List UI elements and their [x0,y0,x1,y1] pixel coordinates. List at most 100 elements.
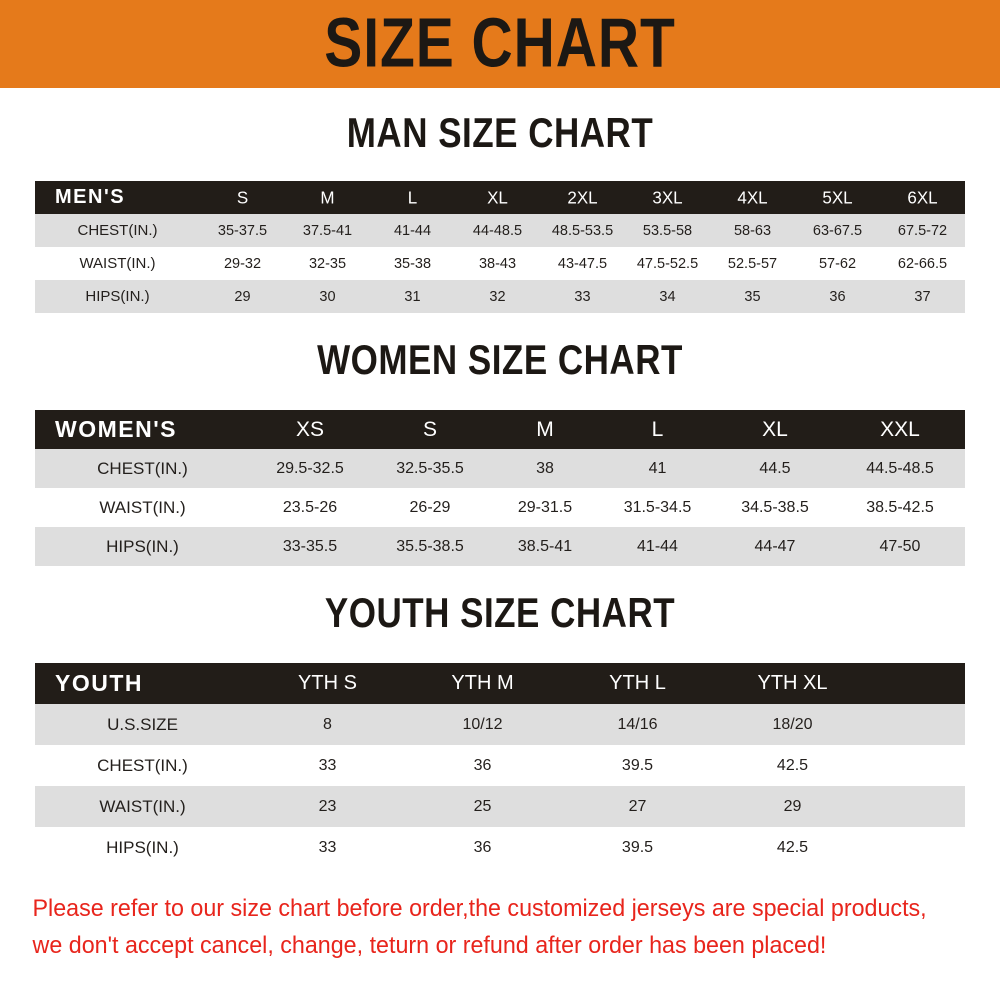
youth-corner-label: YOUTH [55,670,143,696]
women-waist-m: 29-31.5 [517,498,573,516]
youth-col-header-m: YTH M [451,672,514,694]
women-chest-xl: 44.5 [759,459,791,477]
women-row-label-chest: CHEST(IN.) [97,458,188,478]
youth-col-header-xl: YTH XL [757,672,828,694]
youth-hips-l: 39.5 [621,838,654,856]
women-size-table: WOMEN'S XS S M L XL XXL CHEST(IN.) 29.5-… [35,410,965,566]
women-hips-xs: 33-35.5 [282,537,338,555]
women-col-header-l: L [651,417,664,441]
youth-ussize-xl: 18/20 [772,715,813,733]
table-row: WAIST(IN.) 23.5-26 26-29 29-31.5 31.5-34… [35,488,965,527]
return-policy-note-line1: Please refer to our size chart before or… [32,895,927,922]
men-col-header-2xl: 2XL [567,187,598,207]
table-row: WAIST(IN.) 23 25 27 29 [35,786,965,827]
size-chart-banner: SIZE CHART [0,0,1000,88]
men-col-header-5xl: 5XL [822,187,853,207]
men-chest-3xl: 53.5-58 [642,222,693,239]
women-waist-xxl: 38.5-42.5 [866,498,934,516]
women-row-label-hips: HIPS(IN.) [106,536,179,556]
youth-waist-s: 23 [318,797,337,815]
youth-waist-xl: 29 [783,797,802,815]
men-row-label-hips: HIPS(IN.) [85,288,150,305]
table-row: CHEST(IN.) 35-37.5 37.5-41 41-44 44-48.5… [35,214,965,247]
men-hips-5xl: 36 [829,288,846,305]
youth-table-header-row: YOUTH YTH S YTH M YTH L YTH XL [35,663,965,704]
men-size-table: MEN'S S M L XL 2XL 3XL 4XL 5XL 6XL CHEST… [35,181,965,313]
women-chest-s: 32.5-35.5 [396,459,464,477]
youth-row-label-chest: CHEST(IN.) [97,755,188,775]
men-col-header-m: M [320,187,335,207]
women-section-title: WOMEN SIZE CHART [317,337,683,384]
youth-hips-s: 33 [318,838,337,856]
women-waist-xs: 23.5-26 [282,498,338,516]
table-row: HIPS(IN.) 33-35.5 35.5-38.5 38.5-41 41-4… [35,527,965,566]
men-chest-xl: 44-48.5 [472,222,523,239]
men-chest-m: 37.5-41 [302,222,353,239]
men-hips-xl: 32 [489,288,506,305]
men-hips-3xl: 34 [659,288,676,305]
youth-col-header-spacer [870,663,965,704]
women-col-header-xxl: XXL [880,417,920,441]
women-hips-xxl: 47-50 [879,537,921,555]
men-waist-2xl: 43-47.5 [557,255,608,272]
men-table-header-row: MEN'S S M L XL 2XL 3XL 4XL 5XL 6XL [35,181,965,214]
women-waist-s: 26-29 [409,498,451,516]
women-chest-l: 41 [648,459,667,477]
men-chest-l: 41-44 [393,222,432,239]
men-col-header-3xl: 3XL [652,187,683,207]
men-waist-l: 35-38 [393,255,432,272]
youth-size-table: YOUTH YTH S YTH M YTH L YTH XL U.S.SIZE … [35,663,965,868]
youth-waist-m: 25 [473,797,492,815]
men-waist-4xl: 52.5-57 [727,255,778,272]
youth-ussize-spacer [870,704,965,745]
men-row-label-chest: CHEST(IN.) [77,222,158,239]
youth-col-header-s: YTH S [298,672,357,694]
table-row: HIPS(IN.) 33 36 39.5 42.5 [35,827,965,868]
table-row: CHEST(IN.) 29.5-32.5 32.5-35.5 38 41 44.… [35,449,965,488]
men-waist-m: 32-35 [308,255,347,272]
men-waist-3xl: 47.5-52.5 [636,255,699,272]
youth-row-label-waist: WAIST(IN.) [99,796,186,816]
women-hips-s: 35.5-38.5 [396,537,464,555]
men-hips-4xl: 35 [744,288,761,305]
women-hips-m: 38.5-41 [517,537,573,555]
women-chest-xxl: 44.5-48.5 [866,459,934,477]
women-chest-xs: 29.5-32.5 [276,459,344,477]
youth-chest-l: 39.5 [621,756,654,774]
return-policy-note-line2: we don't accept cancel, change, teturn o… [32,932,827,960]
youth-row-label-hips: HIPS(IN.) [106,837,179,857]
men-waist-xl: 38-43 [478,255,517,272]
table-row: WAIST(IN.) 29-32 32-35 35-38 38-43 43-47… [35,247,965,280]
youth-waist-spacer [870,786,965,827]
men-row-label-waist: WAIST(IN.) [79,255,156,272]
women-col-header-m: M [536,417,554,441]
youth-chest-xl: 42.5 [776,756,809,774]
men-hips-m: 30 [319,288,336,305]
men-chest-5xl: 63-67.5 [812,222,863,239]
youth-col-header-l: YTH L [609,672,666,694]
youth-chest-s: 33 [318,756,337,774]
women-table-header-row: WOMEN'S XS S M L XL XXL [35,410,965,449]
men-hips-l: 31 [404,288,421,305]
table-row: HIPS(IN.) 29 30 31 32 33 34 35 36 37 [35,280,965,313]
men-section-title: MAN SIZE CHART [346,110,654,157]
women-chest-m: 38 [536,459,554,477]
youth-hips-m: 36 [473,838,492,856]
women-corner-label: WOMEN'S [55,416,178,442]
women-hips-xl: 44-47 [754,537,796,555]
youth-hips-xl: 42.5 [776,838,809,856]
men-waist-s: 29-32 [223,255,262,272]
youth-chest-m: 36 [473,756,492,774]
table-row: CHEST(IN.) 33 36 39.5 42.5 [35,745,965,786]
banner-title: SIZE CHART [324,4,676,83]
men-hips-6xl: 37 [914,288,931,305]
youth-section-title: YOUTH SIZE CHART [324,590,676,637]
men-col-header-xl: XL [487,187,508,207]
youth-ussize-m: 10/12 [462,715,503,733]
men-chest-6xl: 67.5-72 [897,222,948,239]
men-hips-s: 29 [234,288,251,305]
women-waist-l: 31.5-34.5 [623,498,692,516]
youth-row-label-ussize: U.S.SIZE [107,714,178,734]
youth-ussize-s: 8 [323,715,332,733]
women-col-header-xl: XL [762,417,788,441]
